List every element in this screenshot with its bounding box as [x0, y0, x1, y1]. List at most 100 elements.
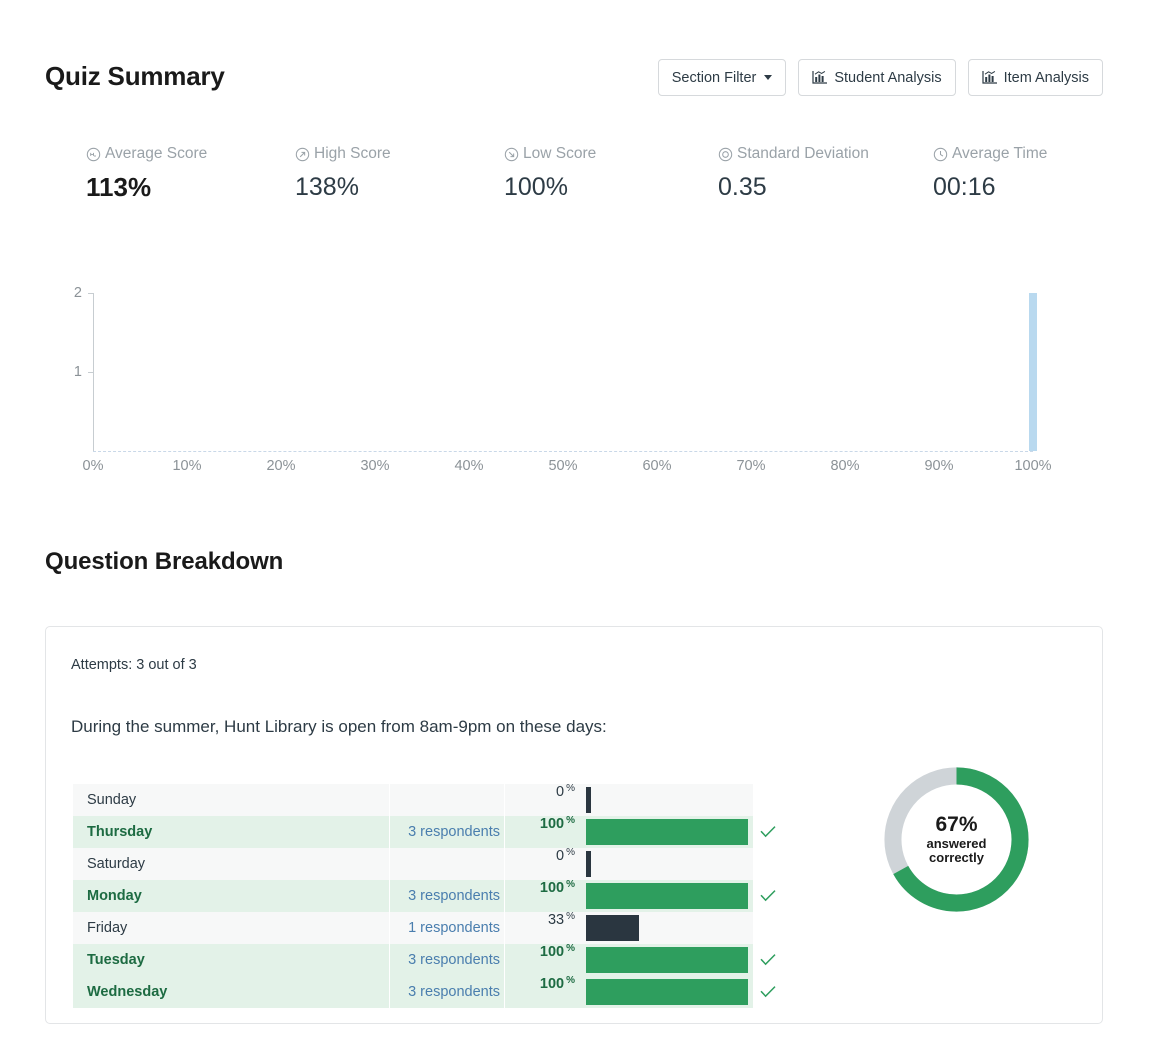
column-divider: [389, 784, 390, 816]
answer-percent: 0%: [505, 847, 585, 880]
stat-average-time: Average Time 00:16: [933, 144, 1047, 202]
answer-percent: 0%: [505, 783, 585, 816]
answer-text: Saturday: [87, 856, 146, 872]
section-title-question-breakdown: Question Breakdown: [45, 548, 284, 575]
chart-x-tick-label: 20%: [266, 458, 296, 474]
answer-bar: [586, 979, 748, 1005]
answer-bar: [586, 851, 591, 877]
column-divider: [504, 944, 505, 976]
stat-label: High Score: [295, 144, 391, 164]
donut-line1: answered: [926, 835, 987, 851]
stat-label-text: Average Score: [105, 145, 208, 162]
answer-row: Tuesday 3 respondents 100%: [73, 943, 776, 976]
column-divider: [504, 912, 505, 944]
answer-bar-track: [586, 944, 753, 976]
respondents-link: [390, 848, 504, 880]
summary-stats: Average Score 113% High Score 138%: [86, 144, 1106, 208]
respondents-link[interactable]: 3 respondents: [408, 984, 500, 1000]
answer-percent: 100%: [505, 975, 585, 1008]
item-analysis-label: Item Analysis: [1003, 69, 1089, 86]
percent-symbol: %: [566, 975, 575, 986]
percent-symbol: %: [566, 911, 575, 922]
stat-label-text: High Score: [314, 145, 391, 162]
column-divider: [389, 912, 390, 944]
answer-row: Monday 3 respondents 100%: [73, 879, 776, 912]
bar-chart-icon: [812, 70, 828, 85]
stat-standard-deviation: Standard Deviation 0.35: [718, 144, 869, 202]
percent-symbol: %: [566, 879, 575, 890]
answer-bar-track: [586, 816, 753, 848]
stat-value: 00:16: [933, 173, 996, 201]
respondents-link: [390, 784, 504, 816]
respondents-link[interactable]: 3 respondents: [408, 952, 500, 968]
chart-y-tick-label: 1: [73, 364, 82, 380]
stat-label-text: Average Time: [952, 145, 1048, 162]
answer-bar-track: [586, 848, 753, 880]
correct-percentage-donut: 67% answered correctly: [879, 762, 1034, 917]
chart-y-tick-label: 2: [73, 285, 82, 301]
column-divider: [389, 816, 390, 848]
answer-text: Monday: [87, 888, 142, 904]
respondents-link[interactable]: 3 respondents: [408, 888, 500, 904]
answer-percent: 100%: [505, 879, 585, 912]
stat-label: Average Time: [933, 144, 1047, 164]
correct-check-icon: [759, 976, 777, 1008]
percent-symbol: %: [566, 815, 575, 826]
donut-percent: 67%: [935, 813, 978, 837]
chart-x-tick-label: 30%: [360, 458, 390, 474]
question-text: During the summer, Hunt Library is open …: [71, 717, 607, 736]
stat-high-score: High Score 138%: [295, 144, 391, 202]
target-icon: [718, 147, 733, 162]
score-distribution-chart: 1 2 0% 10% 20% 30% 40% 50% 60% 70% 80% 90% 100%: [60, 285, 1060, 485]
page-title: Quiz Summary: [45, 61, 225, 91]
correct-check-icon: [759, 880, 777, 912]
column-divider: [504, 880, 505, 912]
column-divider: [504, 976, 505, 1008]
respondents-link[interactable]: 1 respondents: [408, 920, 500, 936]
stat-value: 100%: [504, 173, 568, 201]
answer-row: Sunday 0%: [73, 783, 753, 816]
chart-x-tick-label: 0%: [82, 458, 104, 474]
stat-low-score: Low Score 100%: [504, 144, 596, 202]
answer-percent-value: 0: [556, 784, 565, 800]
answer-percent-value: 100: [539, 816, 565, 832]
question-card: Attempts: 3 out of 3 During the summer, …: [45, 626, 1103, 1024]
chart-x-tick-label: 10%: [172, 458, 202, 474]
student-analysis-button[interactable]: Student Analysis: [798, 59, 956, 96]
respondents-link[interactable]: 3 respondents: [408, 824, 500, 840]
answer-bar-track: [586, 880, 753, 912]
column-divider: [389, 976, 390, 1008]
answer-bar: [586, 915, 639, 941]
answer-row: Thursday 3 respondents 100%: [73, 815, 776, 848]
page-header: Quiz Summary Section Filter Student Anal…: [45, 58, 1103, 104]
answer-row: Saturday 0%: [73, 847, 753, 880]
item-analysis-button[interactable]: Item Analysis: [967, 59, 1103, 96]
donut-svg: [884, 767, 1029, 912]
answer-percent: 33%: [505, 911, 585, 944]
answer-percent-value: 100: [539, 944, 565, 960]
stat-label: Standard Deviation: [718, 144, 869, 164]
chart-bar[interactable]: [1029, 293, 1037, 451]
answer-percent-value: 0: [556, 848, 565, 864]
answer-bar-track: [586, 912, 753, 944]
answer-bar: [586, 947, 748, 973]
chart-x-tick-label: 80%: [830, 458, 860, 474]
answer-text: Friday: [87, 920, 128, 936]
stat-average-score: Average Score 113%: [86, 144, 207, 202]
chart-x-tick-label: 50%: [548, 458, 578, 474]
stat-label-text: Low Score: [523, 145, 597, 162]
clock-icon: [933, 147, 948, 162]
answer-bar: [586, 819, 748, 845]
chart-x-tick-label: 70%: [736, 458, 766, 474]
attempts-text: Attempts: 3 out of 3: [71, 657, 197, 673]
stat-value: 138%: [295, 173, 359, 201]
chevron-down-icon: [764, 75, 773, 80]
answer-text: Tuesday: [87, 952, 145, 968]
answer-percent: 100%: [505, 943, 585, 976]
gauge-icon: [86, 147, 101, 162]
chart-y-tick: [88, 372, 94, 373]
section-filter-button[interactable]: Section Filter: [657, 59, 787, 96]
bar-chart-icon: [981, 70, 998, 85]
column-divider: [389, 848, 390, 880]
column-divider: [504, 816, 505, 848]
